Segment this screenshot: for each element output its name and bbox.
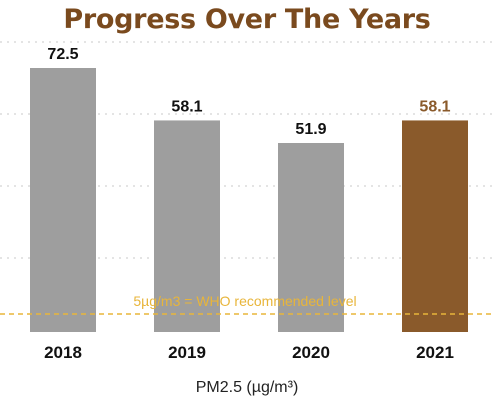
reference-line-label: 5µg/m3 = WHO recommended level — [133, 293, 356, 309]
bars — [30, 68, 468, 333]
chart-title: Progress Over The Years — [63, 4, 430, 35]
value-labels: 72.5 58.1 51.9 58.1 — [47, 46, 450, 138]
value-label-2021: 58.1 — [419, 98, 450, 115]
category-labels: 2018 2019 2020 2021 — [44, 343, 454, 362]
category-label-2021: 2021 — [416, 343, 454, 362]
category-label-2018: 2018 — [44, 343, 82, 362]
value-label-2018: 72.5 — [47, 46, 78, 63]
bar-2020 — [278, 143, 344, 332]
bar-2018 — [30, 68, 96, 332]
x-axis-label: PM2.5 (µg/m³) — [196, 379, 299, 396]
bar-2019 — [154, 120, 220, 333]
category-label-2019: 2019 — [168, 343, 206, 362]
reference-line-group: 5µg/m3 = WHO recommended level — [0, 293, 495, 315]
value-label-2019: 58.1 — [171, 98, 202, 115]
bar-2021 — [402, 120, 468, 333]
category-label-2020: 2020 — [292, 343, 330, 362]
value-label-2020: 51.9 — [295, 121, 326, 138]
